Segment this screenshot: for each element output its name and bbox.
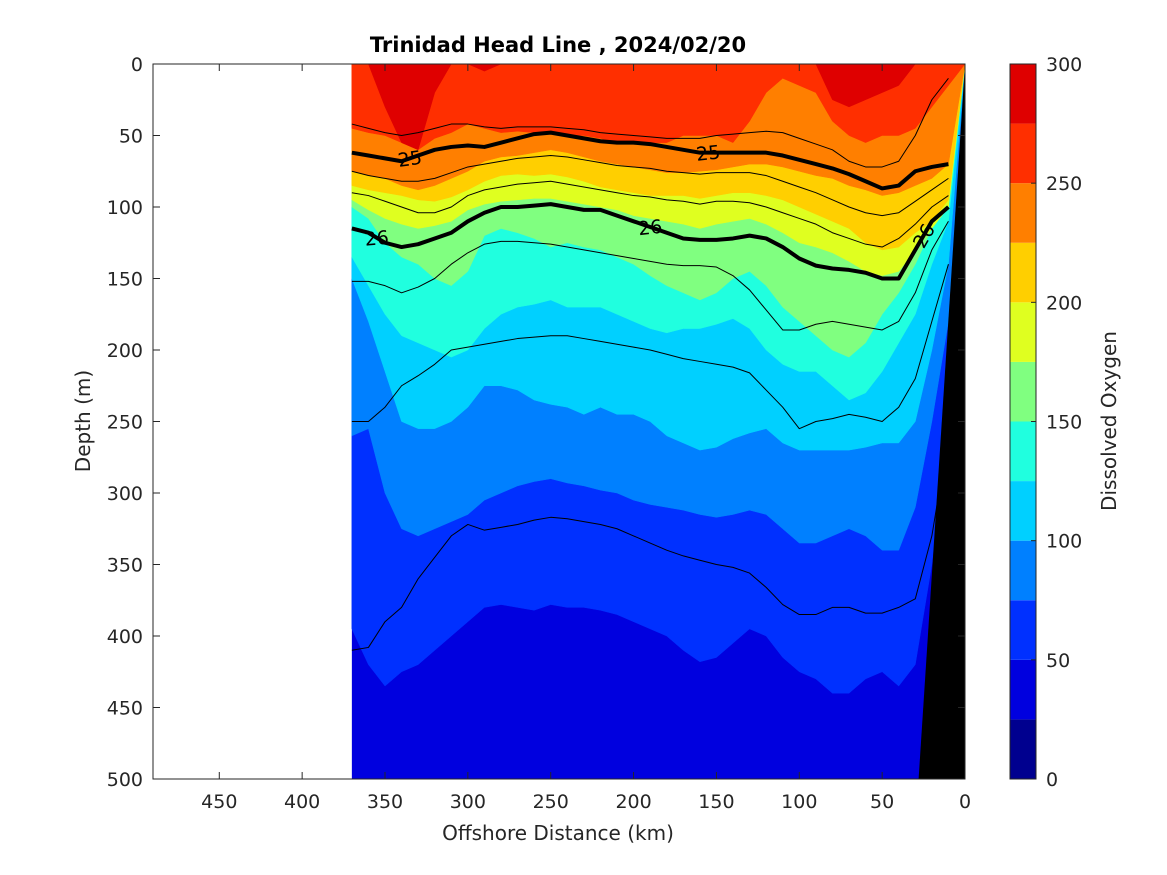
- contour-label-25: 25: [396, 147, 423, 172]
- y-tick-label: 50: [119, 126, 143, 148]
- y-tick-label: 300: [107, 483, 143, 505]
- isopycnal-25-75: [351, 180, 949, 248]
- isopycnal-26-75: [351, 435, 949, 651]
- y-tick-label: 450: [107, 698, 143, 720]
- x-tick-label: 150: [698, 791, 734, 813]
- y-axis-label: Depth (m): [71, 370, 95, 472]
- colorbar-swatch: [1010, 481, 1036, 541]
- colorbar: 0 50 100 150 200 250 300: [1009, 54, 1082, 791]
- x-tick-label: 350: [367, 791, 403, 813]
- y-tick-label: 500: [107, 769, 143, 791]
- colorbar-swatch: [1010, 540, 1036, 601]
- contour-label-26: 26: [364, 227, 390, 251]
- y-tick-label: 0: [131, 54, 143, 76]
- x-axis-label: Offshore Distance (km): [442, 821, 674, 845]
- oxygen-filled-contours: [351, 64, 965, 779]
- x-tick-label: 250: [533, 791, 569, 813]
- isopycnal-26: [351, 202, 950, 281]
- oxygen-band-above-275: [351, 64, 965, 151]
- contour-label-26: 26: [637, 216, 663, 240]
- colorbar-swatch: [1010, 719, 1036, 779]
- isopycnal-25-5: [351, 155, 949, 217]
- colorbar-swatch: [1010, 659, 1036, 720]
- x-tick-label: 450: [201, 791, 237, 813]
- x-tick-label: 100: [781, 791, 817, 813]
- isopycnal-contours: [351, 77, 950, 651]
- colorbar-swatch: [1010, 361, 1036, 422]
- colorbar-swatch: [1010, 242, 1036, 303]
- isopycnal-26-25: [351, 221, 949, 331]
- y-tick-label: 250: [107, 412, 143, 434]
- chart-title: Trinidad Head Line , 2024/02/20: [370, 33, 746, 57]
- colorbar-tick-label: 200: [1046, 292, 1082, 314]
- isopycnal-25: [351, 130, 949, 191]
- colorbar-label: Dissolved Oxygen: [1097, 331, 1121, 511]
- x-tick-label: 400: [284, 791, 320, 813]
- x-tick-label: 50: [870, 791, 894, 813]
- colorbar-swatch: [1010, 600, 1036, 660]
- y-tick-label: 100: [107, 197, 143, 219]
- y-tick-label: 400: [107, 626, 143, 648]
- bathymetry: [918, 64, 965, 779]
- isopycnal-24-5: [351, 77, 949, 168]
- colorbar-tick-label: 50: [1046, 650, 1070, 672]
- isopycnal-26-5: [351, 264, 949, 430]
- colorbar-tick-label: 300: [1046, 54, 1082, 76]
- y-tick-label: 350: [107, 555, 143, 577]
- y-axis: 0 50 100 150 200 250 300 350 400 450 500: [107, 54, 965, 791]
- colorbar-swatch: [1010, 421, 1036, 482]
- contour-label-25: 25: [695, 141, 721, 165]
- y-tick-label: 200: [107, 340, 143, 362]
- x-tick-label: 300: [450, 791, 486, 813]
- colorbar-tick-label: 0: [1046, 769, 1058, 791]
- colorbar-swatch: [1010, 302, 1036, 362]
- colorbar-swatch: [1010, 64, 1036, 124]
- colorbar-tick-label: 150: [1046, 412, 1082, 434]
- colorbar-tick-label: 250: [1046, 173, 1082, 195]
- colorbar-swatch: [1010, 123, 1036, 184]
- bathymetry-wedge: [918, 64, 965, 779]
- colorbar-tick-label: 100: [1046, 531, 1082, 553]
- colorbar-swatch: [1010, 183, 1036, 243]
- x-tick-label: 200: [615, 791, 651, 813]
- x-axis: 450 400 350 300 250 200 150 100 50 0: [201, 64, 971, 813]
- x-tick-label: 0: [959, 791, 971, 813]
- y-tick-label: 150: [107, 269, 143, 291]
